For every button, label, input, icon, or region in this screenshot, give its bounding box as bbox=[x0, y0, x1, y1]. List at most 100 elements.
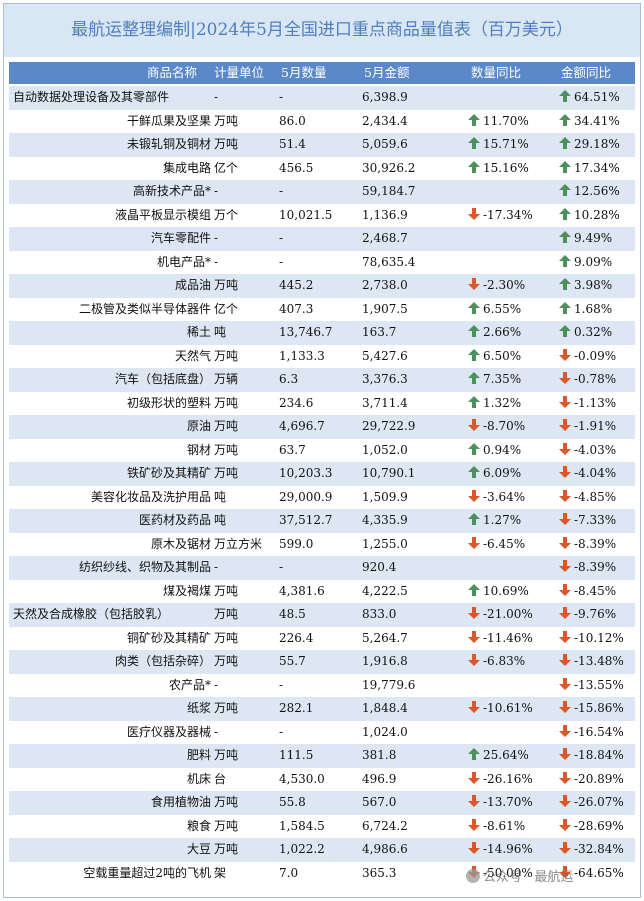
arrow-up-icon bbox=[558, 206, 572, 220]
arrow-down-icon bbox=[467, 699, 481, 713]
cell-qty-yoy: 0.94% bbox=[467, 439, 521, 463]
cell-qty: 1,584.5 bbox=[279, 818, 325, 833]
cell-name: 肥料 bbox=[186, 748, 211, 762]
cell-amt-yoy-value: -64.65% bbox=[574, 865, 624, 880]
cell-qty-yoy-value: -6.45% bbox=[483, 536, 526, 551]
arrow-up-icon bbox=[558, 159, 572, 173]
cell-qty: 10,203.3 bbox=[279, 466, 333, 480]
cell-amt-yoy: -13.48% bbox=[558, 650, 624, 674]
cell-amt-yoy: 64.51% bbox=[558, 86, 620, 110]
cell-amt-yoy-value: -26.07% bbox=[574, 795, 624, 809]
cell-amt-yoy-value: -32.84% bbox=[574, 842, 624, 856]
arrow-up-icon bbox=[558, 276, 572, 290]
cell-qty-yoy: -17.34% bbox=[467, 204, 533, 228]
cell-unit: 万吨 bbox=[214, 701, 239, 715]
table-row: 天然及合成橡胶（包括胶乳） 万吨 48.5 833.0 -21.00% -9.76% bbox=[9, 603, 635, 627]
arrow-down-icon bbox=[558, 699, 572, 713]
watermark: 公众号 · 最航运 bbox=[466, 866, 573, 885]
cell-amt: 1,136.9 bbox=[362, 207, 408, 222]
cell-amt-yoy: -4.04% bbox=[558, 462, 616, 486]
arrow-up-icon bbox=[558, 253, 572, 267]
table-row: 初级形状的塑料 万吨 234.6 3,711.4 1.32% -1.13% bbox=[9, 391, 635, 415]
arrow-down-icon bbox=[558, 488, 572, 502]
arrow-up-icon bbox=[467, 511, 481, 525]
cell-amt-yoy-value: -13.48% bbox=[574, 654, 624, 668]
table-row: 医疗仪器及器械 - -1,024.0 -16.54% bbox=[9, 720, 635, 744]
arrow-down-icon bbox=[558, 394, 572, 408]
arrow-up-icon bbox=[558, 300, 572, 314]
cell-qty: 445.2 bbox=[279, 278, 314, 292]
cell-qty: - bbox=[279, 254, 284, 269]
arrow-down-icon bbox=[558, 817, 572, 831]
table-row: 液晶平板显示模组 万个 10,021.5 1,136.9 -17.34% 10.28% bbox=[9, 203, 635, 228]
cell-qty-yoy-value: -10.61% bbox=[483, 701, 533, 715]
cell-qty: 4,381.6 bbox=[279, 583, 325, 598]
table-row: 钢材 万吨 63.7 1,052.0 0.94% -4.03% bbox=[9, 438, 635, 463]
cell-amt-yoy-value: 29.18% bbox=[574, 137, 620, 151]
cell-unit: 万吨 bbox=[214, 419, 239, 433]
cell-amt: 4,986.6 bbox=[362, 842, 408, 856]
cell-amt-yoy: -10.12% bbox=[558, 627, 624, 651]
cell-amt-yoy: -0.78% bbox=[558, 368, 616, 392]
cell-qty-yoy-value: -2.30% bbox=[483, 278, 526, 292]
arrow-down-icon bbox=[558, 582, 572, 596]
cell-amt: 78,635.4 bbox=[362, 254, 416, 269]
cell-amt: 10,790.1 bbox=[362, 466, 416, 480]
cell-unit: 万吨 bbox=[214, 630, 239, 645]
cell-amt-yoy: 0.32% bbox=[558, 321, 612, 345]
table-row: 机电产品* - -78,635.4 9.09% bbox=[9, 250, 635, 274]
cell-unit: 吨 bbox=[214, 489, 227, 504]
arrow-down-icon bbox=[467, 605, 481, 619]
header-qty-yoy: 数量同比 bbox=[471, 65, 522, 80]
cell-unit: 万立方米 bbox=[214, 536, 263, 551]
cell-amt: 1,024.0 bbox=[362, 724, 408, 739]
cell-qty-yoy: 25.64% bbox=[467, 744, 529, 768]
table-row: 集成电路 亿个 456.5 30,926.2 15.16% 17.34% bbox=[9, 156, 635, 180]
cell-qty-yoy: -3.64% bbox=[467, 486, 525, 510]
arrow-up-icon bbox=[467, 370, 481, 384]
table-row: 干鲜瓜果及坚果 万吨 86.0 2,434.4 11.70% 34.41% bbox=[9, 109, 635, 133]
cell-unit: 万吨 bbox=[214, 442, 239, 457]
cell-name: 天然及合成橡胶（包括胶乳） bbox=[13, 607, 170, 621]
cell-amt-yoy-value: -1.91% bbox=[574, 419, 617, 433]
arrow-up-icon bbox=[558, 135, 572, 149]
table-row: 煤及褐煤 万吨 4,381.6 4,222.5 10.69% -8.45% bbox=[9, 579, 635, 603]
cell-amt: 3,711.4 bbox=[362, 395, 408, 410]
cell-qty: 55.7 bbox=[279, 654, 306, 668]
cell-name: 高新技术产品* bbox=[132, 184, 211, 198]
cell-qty: 456.5 bbox=[279, 160, 314, 175]
cell-amt-yoy-value: -9.76% bbox=[574, 607, 617, 621]
table-row: 高新技术产品* - -59,184.7 12.56% bbox=[9, 180, 635, 204]
arrow-down-icon bbox=[558, 441, 572, 455]
cell-unit: - bbox=[214, 231, 219, 245]
arrow-down-icon bbox=[558, 746, 572, 760]
arrow-down-icon bbox=[558, 652, 572, 666]
cell-amt-yoy: -28.69% bbox=[558, 815, 624, 839]
header-name: 商品名称 bbox=[147, 65, 198, 80]
arrow-down-icon bbox=[558, 347, 572, 361]
arrow-down-icon bbox=[558, 723, 572, 737]
cell-name: 干鲜瓜果及坚果 bbox=[126, 113, 211, 128]
arrow-down-icon bbox=[467, 535, 481, 549]
cell-qty: 10,021.5 bbox=[279, 207, 333, 222]
cell-qty-yoy: -8.70% bbox=[467, 415, 525, 439]
cell-name: 空载重量超过2吨的飞机 bbox=[83, 865, 211, 880]
table-row: 空载重量超过2吨的飞机架 7.0 365.3 -50.00% -64.65% bbox=[9, 861, 635, 885]
cell-qty: - bbox=[279, 90, 284, 104]
table-row: 美容化妆品及洗护用品吨 29,000.9 1,509.9 -3.64% -4.85% bbox=[9, 485, 635, 510]
cell-qty-yoy-value: 6.50% bbox=[483, 348, 522, 363]
table-row: 肉类（包括杂碎） 万吨 55.7 1,916.8 -6.83% -13.48% bbox=[9, 650, 635, 674]
cell-qty-yoy-value: 1.32% bbox=[483, 395, 522, 410]
table-row: 汽车（包括底盘） 万辆 6.3 3,376.3 7.35% -0.78% bbox=[9, 368, 635, 392]
cell-amt-yoy-value: 10.28% bbox=[574, 207, 620, 222]
cell-amt: 1,052.0 bbox=[362, 442, 408, 457]
table-row: 天然气 万吨 1,133.3 5,427.6 6.50% -0.09% bbox=[9, 344, 635, 368]
cell-qty: - bbox=[279, 184, 284, 198]
cell-name: 医疗仪器及器械 bbox=[126, 724, 211, 739]
cell-qty-yoy-value: -11.46% bbox=[483, 630, 533, 645]
cell-name: 未锻轧铜及铜材 bbox=[126, 137, 211, 151]
arrow-down-icon bbox=[558, 605, 572, 619]
cell-qty-yoy-value: 2.66% bbox=[483, 325, 522, 339]
cell-amt-yoy-value: -8.45% bbox=[574, 583, 617, 598]
cell-amt-yoy-value: -0.78% bbox=[574, 372, 617, 386]
